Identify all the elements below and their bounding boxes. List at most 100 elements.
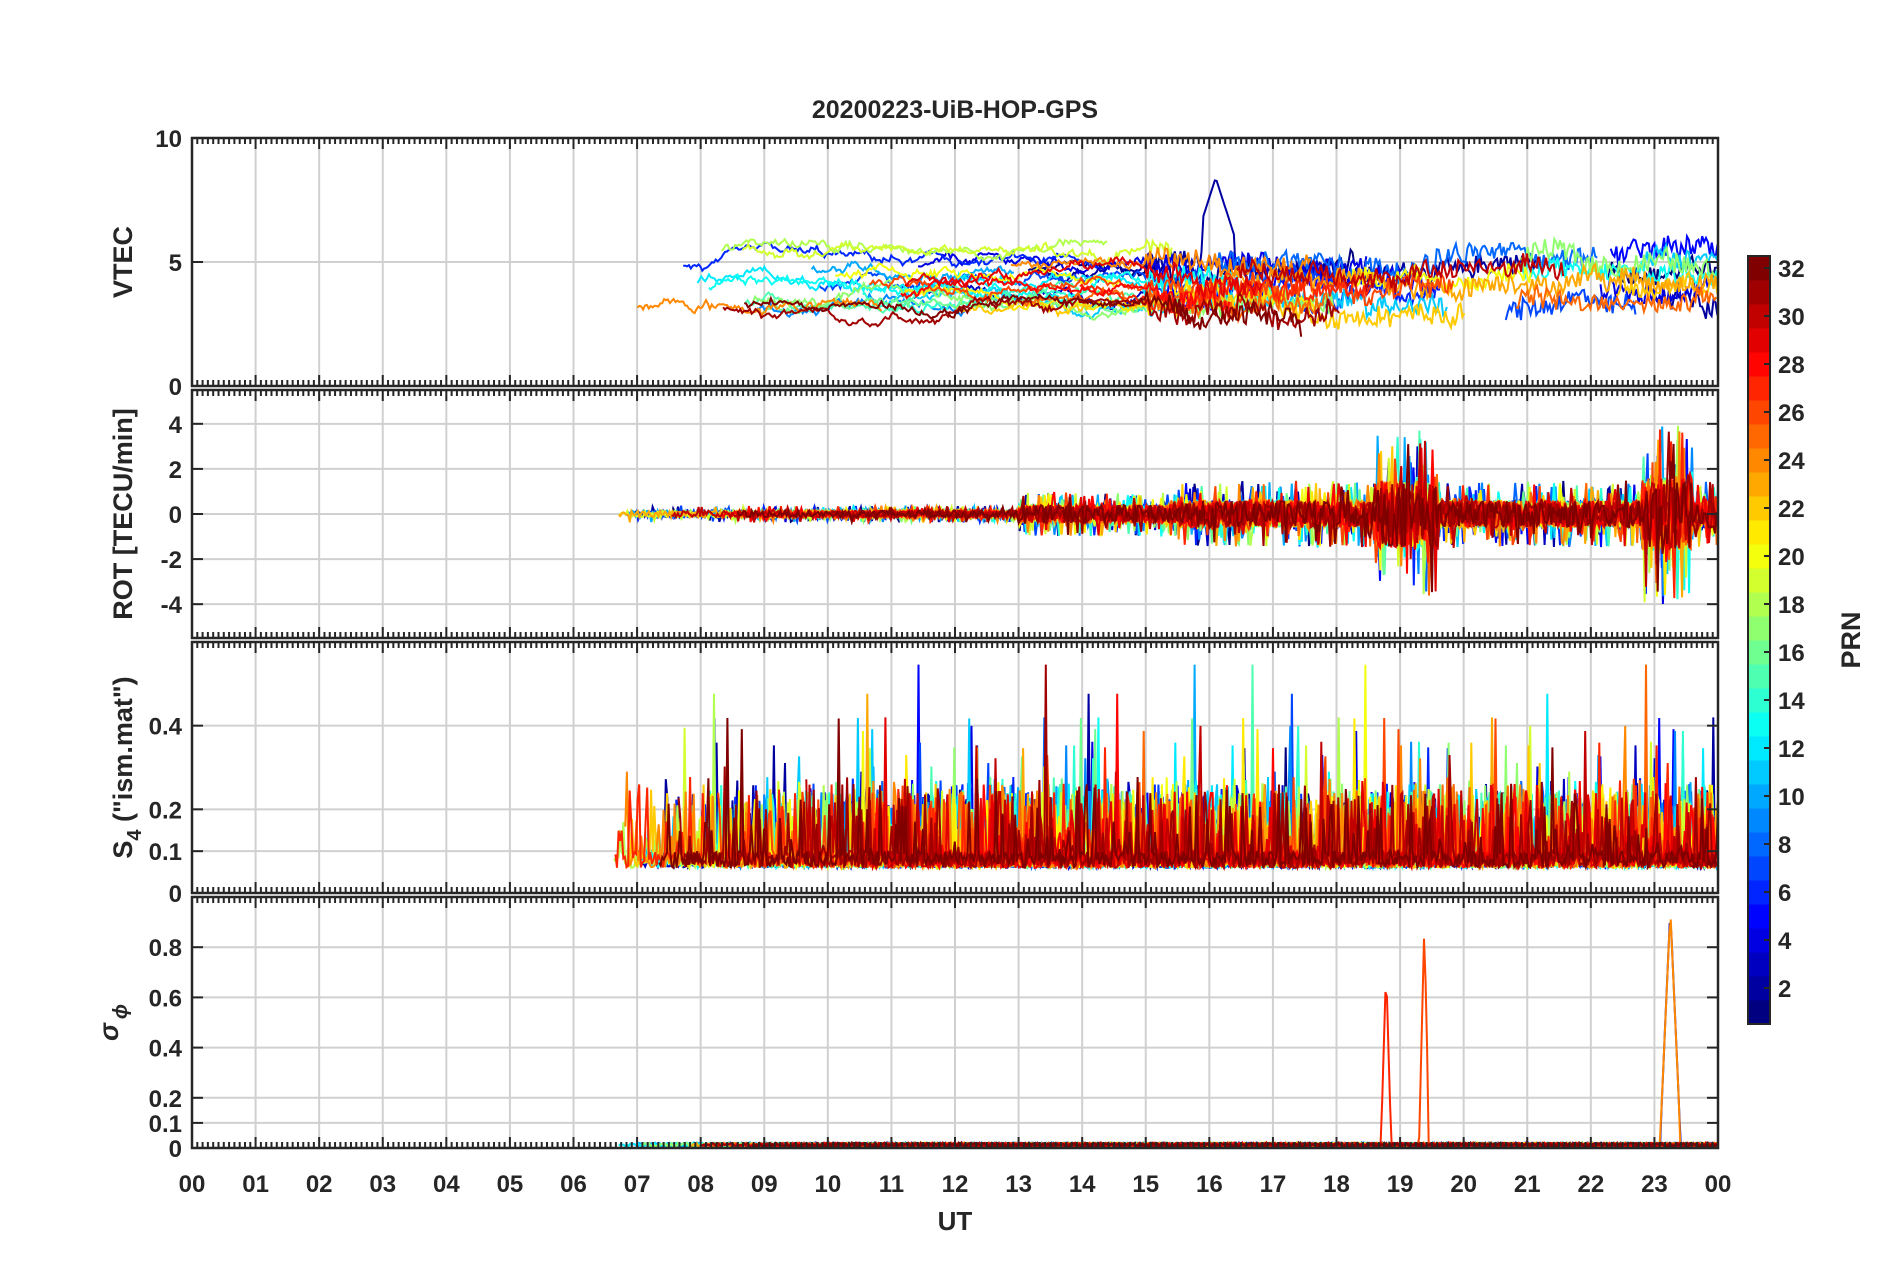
x-tick-label: 20 [1450,1171,1477,1198]
series-prn-18 [721,237,1108,263]
colorbar-tick-label: 6 [1778,880,1791,907]
y-axis-label: σϕ [94,1004,132,1041]
series-prn-32 [743,291,1303,337]
colorbar-swatch-3 [1748,952,1770,977]
y-tick-label: 0.1 [149,1111,182,1138]
y-tick-label: 0.6 [149,985,182,1012]
colorbar-tick-label: 28 [1778,352,1805,379]
y-tick-label: 0 [169,502,182,529]
x-tick-label: 22 [1577,1171,1604,1198]
y-axis-label: VTEC [108,226,138,298]
series-prn-11 [1642,241,1718,272]
colorbar-swatch-21 [1748,520,1770,545]
x-tick-label: 06 [560,1171,587,1198]
y-label-main: S [108,841,138,859]
colorbar-swatch-22 [1748,496,1770,521]
y-axis-label: S4 ("ism.mat") [108,676,146,858]
colorbar-swatch-17 [1748,616,1770,641]
x-tick-label: 01 [242,1171,269,1198]
colorbar-tick-label: 18 [1778,592,1805,619]
y-tick-label: -2 [161,547,182,574]
panel-sigma_phi: 00.10.2 0.4 0.6 0.8 σϕ [94,895,1720,1163]
panel-frame [190,895,1720,1150]
colorbar-swatch-24 [1748,448,1770,473]
colorbar-swatch-25 [1748,424,1770,449]
colorbar-tick-label: 12 [1778,736,1805,763]
colorbar-swatch-15 [1748,664,1770,689]
x-tick-label: 12 [942,1171,969,1198]
x-tick-label: 08 [687,1171,714,1198]
series-prn-5 [1609,233,1718,268]
x-tick-labels: 00 01 02 03 04 05 06 07 08 09 10 11 12 13 14 15 16 17 18 19… [179,1171,1732,1198]
colorbar-swatch-31 [1748,280,1770,305]
x-tick-label: 14 [1069,1171,1096,1198]
y-tick-label: 0.8 [149,935,182,962]
traces-s4 [613,664,1718,872]
colorbar-tick-label: 10 [1778,784,1805,811]
x-tick-label: 04 [433,1171,460,1198]
y-tick-label: 0.1 [149,839,182,866]
colorbar-swatch-10 [1748,784,1770,809]
x-tick-label: 18 [1323,1171,1350,1198]
colorbar-swatch-20 [1748,544,1770,569]
x-tick-label: 05 [497,1171,524,1198]
x-tick-label: 07 [624,1171,651,1198]
x-tick-label: 03 [369,1171,396,1198]
colorbar-swatch-30 [1748,304,1770,329]
series-prn-17 [1519,236,1718,281]
colorbar-swatch-13 [1748,712,1770,737]
x-tick-label: 15 [1132,1171,1159,1198]
series-prn-31 [722,291,1340,331]
y-label-sub: ϕ [110,1004,132,1019]
colorbar-frame [1747,255,1771,1025]
colorbar-tick-label: 2 [1778,976,1791,1003]
colorbar-swatch-4 [1748,928,1770,953]
x-tick-label: 17 [1260,1171,1287,1198]
colorbar-tick-label: 22 [1778,496,1805,523]
panel-s4: 00.10.20.4S4 ("ism.mat") [108,640,1720,908]
colorbar-swatch-27 [1748,376,1770,401]
colorbar-swatch-28 [1748,352,1770,377]
series-prn-8 [1216,240,1598,285]
y-label-rest: ("ism.mat") [108,676,138,829]
y-tick-label: 0.4 [149,714,183,741]
y-label-sub: 4 [124,829,146,841]
colorbar-swatch-32 [1748,256,1770,281]
panel-vtec: 0 5 10 VTEC [108,126,1720,401]
colorbar-swatch-16 [1748,640,1770,665]
x-tick-label: 00 [1705,1171,1732,1198]
colorbar-tick-label: 32 [1778,256,1805,283]
colorbar-swatch-14 [1748,688,1770,713]
series-prn-27 [1079,272,1375,316]
panel-frame [190,640,1720,895]
x-tick-label: 19 [1387,1171,1414,1198]
series-prn-24 [1010,246,1312,281]
series-prn-25 [1515,282,1718,316]
colorbar-swatch-19 [1748,568,1770,593]
colorbar-tick-label: 4 [1778,928,1792,955]
series-prn-24 [636,296,883,318]
traces-rot [618,425,1718,605]
colorbar-swatch-8 [1748,832,1770,857]
y-tick-label: 0 [169,374,182,401]
panel-frame [190,136,1720,388]
series-prn-29 [904,255,1263,299]
colorbar-tick-label: 20 [1778,544,1805,571]
colorbar-swatch-2 [1748,976,1770,1001]
colorbar-swatch-7 [1748,856,1770,881]
x-tick-label: 10 [814,1171,841,1198]
series-prn-12 [696,264,1170,299]
x-tick-label: 11 [879,1171,904,1198]
colorbar-tick-label: 8 [1778,832,1791,859]
y-tick-label: 10 [155,126,182,153]
x-tick-label: 13 [1005,1171,1032,1198]
colorbar-swatch-1 [1748,1000,1770,1025]
panel-frame [190,388,1720,640]
x-tick-label: 23 [1641,1171,1668,1198]
y-tick-label: -4 [161,592,183,619]
series-prn-32 [658,717,1718,872]
colorbar-swatch-12 [1748,736,1770,761]
colorbar-swatch-5 [1748,904,1770,929]
y-tick-label: 0 [169,881,182,908]
